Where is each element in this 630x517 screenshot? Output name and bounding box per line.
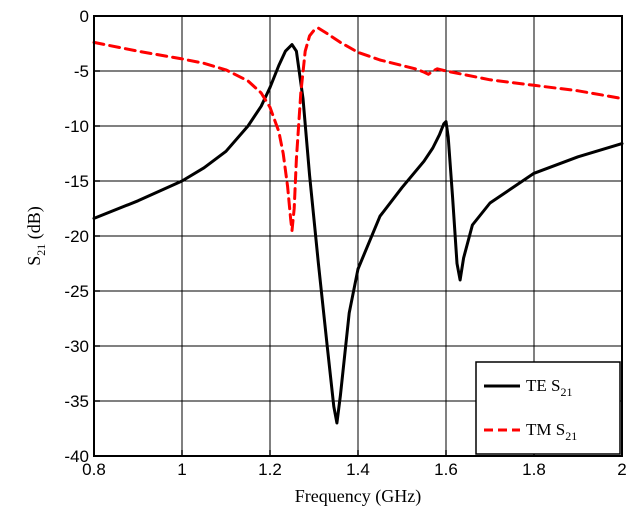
legend-tm-label: TM S21 (526, 420, 577, 443)
x-tick-label: 2 (617, 460, 626, 479)
y-tick-label: -25 (64, 282, 89, 301)
legend-te-label: TE S21 (526, 376, 572, 399)
te-s21-line (92, 43, 624, 425)
y-axis-title-sub: 21 (34, 244, 48, 256)
y-tick-label: -35 (64, 392, 89, 411)
x-tick-label: 1.6 (434, 460, 458, 479)
y-tick-label: -40 (64, 447, 89, 466)
legend-te-main: TE S (526, 376, 560, 395)
x-tick-label: 1 (177, 460, 186, 479)
legend-tm-main: TM S (526, 420, 565, 439)
series-lines (92, 26, 624, 425)
y-tick-label: -30 (64, 337, 89, 356)
x-tick-label: 1.4 (346, 460, 370, 479)
legend: TE S21 TM S21 (475, 361, 621, 455)
tm-s21-line (92, 26, 624, 232)
y-axis-title-main: S (24, 256, 44, 266)
x-tick-label: 1.2 (258, 460, 282, 479)
x-tick-label: 0.8 (82, 460, 106, 479)
y-tick-label: 0 (80, 7, 89, 26)
x-tick-label: 1.8 (522, 460, 546, 479)
y-tick-label: -10 (64, 117, 89, 136)
y-axis-title-unit: (dB) (24, 206, 45, 244)
legend-te-sub: 21 (560, 385, 572, 399)
y-tick-label: -20 (64, 227, 89, 246)
axis-ticks: 0.8 1 1.2 1.4 1.6 1.8 2 0 -5 -10 -15 -20 -25 -30 -35 -4… (64, 7, 626, 479)
y-axis-title: S21 (dB) (24, 206, 48, 266)
legend-tm-sub: 21 (565, 429, 577, 443)
y-tick-label: -15 (64, 172, 89, 191)
legend-box (475, 361, 621, 455)
y-tick-label: -5 (74, 62, 89, 81)
x-axis-title: Frequency (GHz) (295, 486, 421, 507)
